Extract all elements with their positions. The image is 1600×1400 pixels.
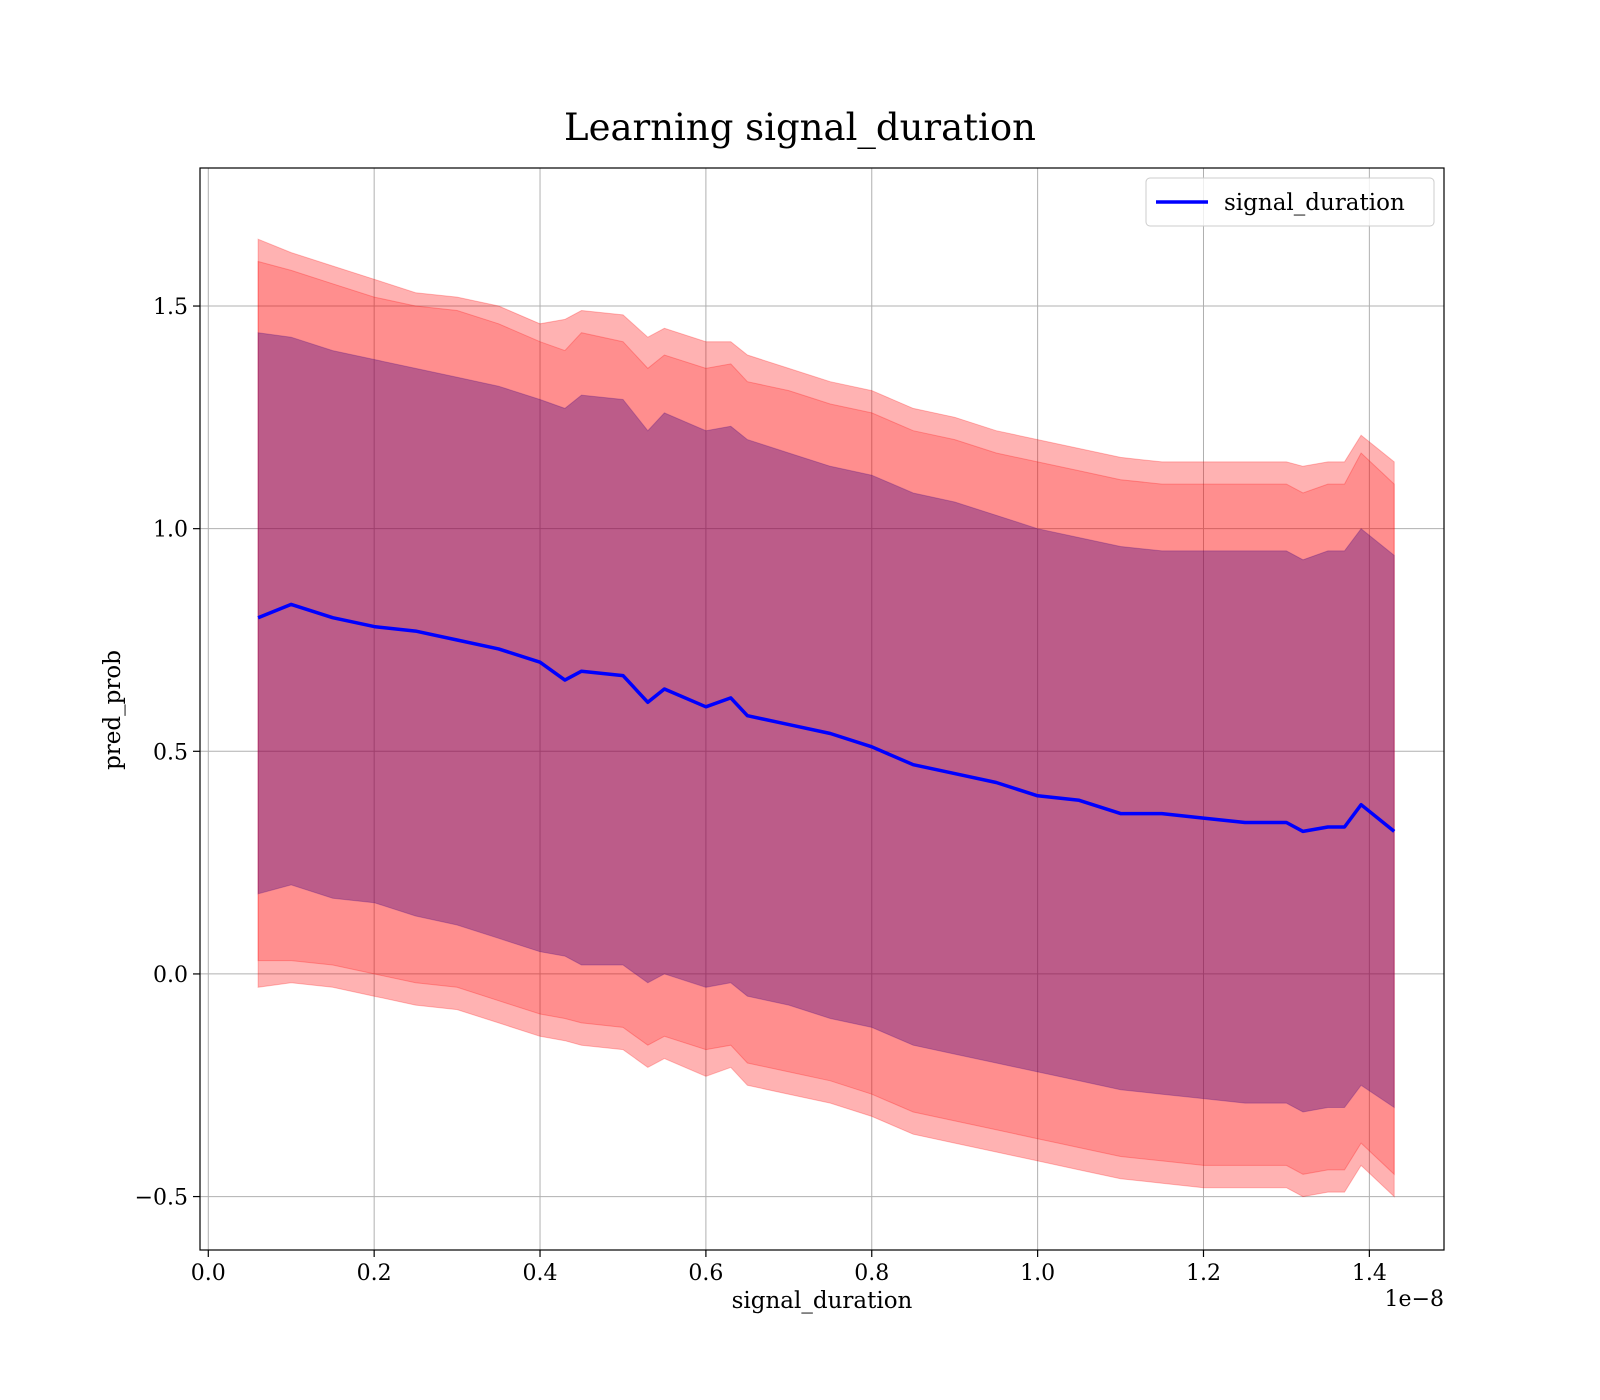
legend-label-signal-duration: signal_duration	[1224, 190, 1405, 216]
legend-box	[1145, 177, 1435, 227]
x-tick-label: 1.4	[1352, 1261, 1387, 1286]
plot-frame	[199, 167, 1445, 1251]
x-tick-label: 0.4	[523, 1261, 558, 1286]
series-lines	[257, 602, 1396, 834]
x-tick-label: 0.6	[688, 1261, 723, 1286]
y-axis-label: pred_prob	[100, 650, 126, 770]
y-tick-label: 0.5	[153, 740, 188, 765]
grid-lines	[200, 168, 1444, 1250]
x-tick-label: 0.0	[191, 1261, 226, 1286]
series-line-signal-duration	[257, 602, 1396, 834]
x-tick-label: 0.8	[854, 1261, 889, 1286]
y-tick-label: −0.5	[135, 1186, 188, 1211]
x-axis-offset-label: 1e−8	[1385, 1287, 1444, 1312]
y-tick-label: 1.5	[153, 295, 188, 320]
y-axis-ticks: −0.5 0.0 0.5 1.0 1.5	[135, 295, 200, 1211]
y-tick-label: 1.0	[153, 518, 188, 543]
chart-title: Learning signal_duration	[564, 106, 1036, 150]
band-inner	[257, 332, 1395, 1113]
x-axis-label: signal_duration	[732, 1288, 913, 1314]
confidence-bands	[257, 238, 1395, 1198]
band-outer	[257, 238, 1395, 1198]
band-middle	[257, 260, 1395, 1176]
x-axis-ticks: 0.0 0.2 0.4 0.6 0.8 1.0 1.2 1.4	[191, 1250, 1387, 1286]
y-tick-label: 0.0	[153, 963, 188, 988]
x-tick-label: 0.2	[357, 1261, 392, 1286]
x-tick-label: 1.0	[1020, 1261, 1055, 1286]
x-tick-label: 1.2	[1186, 1261, 1221, 1286]
legend: signal_duration	[1145, 177, 1435, 227]
